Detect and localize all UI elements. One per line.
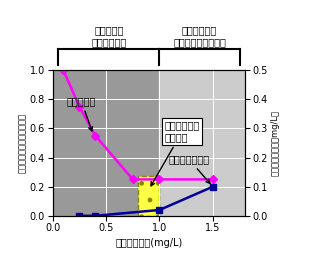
Text: 蛍光強度比: 蛍光強度比 — [67, 96, 96, 131]
Bar — [53, 70, 159, 216]
X-axis label: オゾン注入率(mg/L): オゾン注入率(mg/L) — [115, 238, 182, 248]
Y-axis label: 溶存オゾン濃度（mg/L）: 溶存オゾン濃度（mg/L） — [271, 110, 280, 176]
Bar — [159, 70, 245, 216]
Text: 蛍光強度比
制御可能範囲: 蛍光強度比 制御可能範囲 — [91, 25, 126, 47]
Bar — [138, 177, 159, 216]
Text: 本システムの
制御範囲: 本システムの 制御範囲 — [151, 120, 200, 186]
Text: 溶存オゾン濃度: 溶存オゾン濃度 — [168, 154, 210, 183]
Y-axis label: 処理水と原水の蛍光強度比: 処理水と原水の蛍光強度比 — [18, 113, 27, 173]
Text: （従来方式）
溶存オゾン制御範囲: （従来方式） 溶存オゾン制御範囲 — [173, 25, 226, 47]
